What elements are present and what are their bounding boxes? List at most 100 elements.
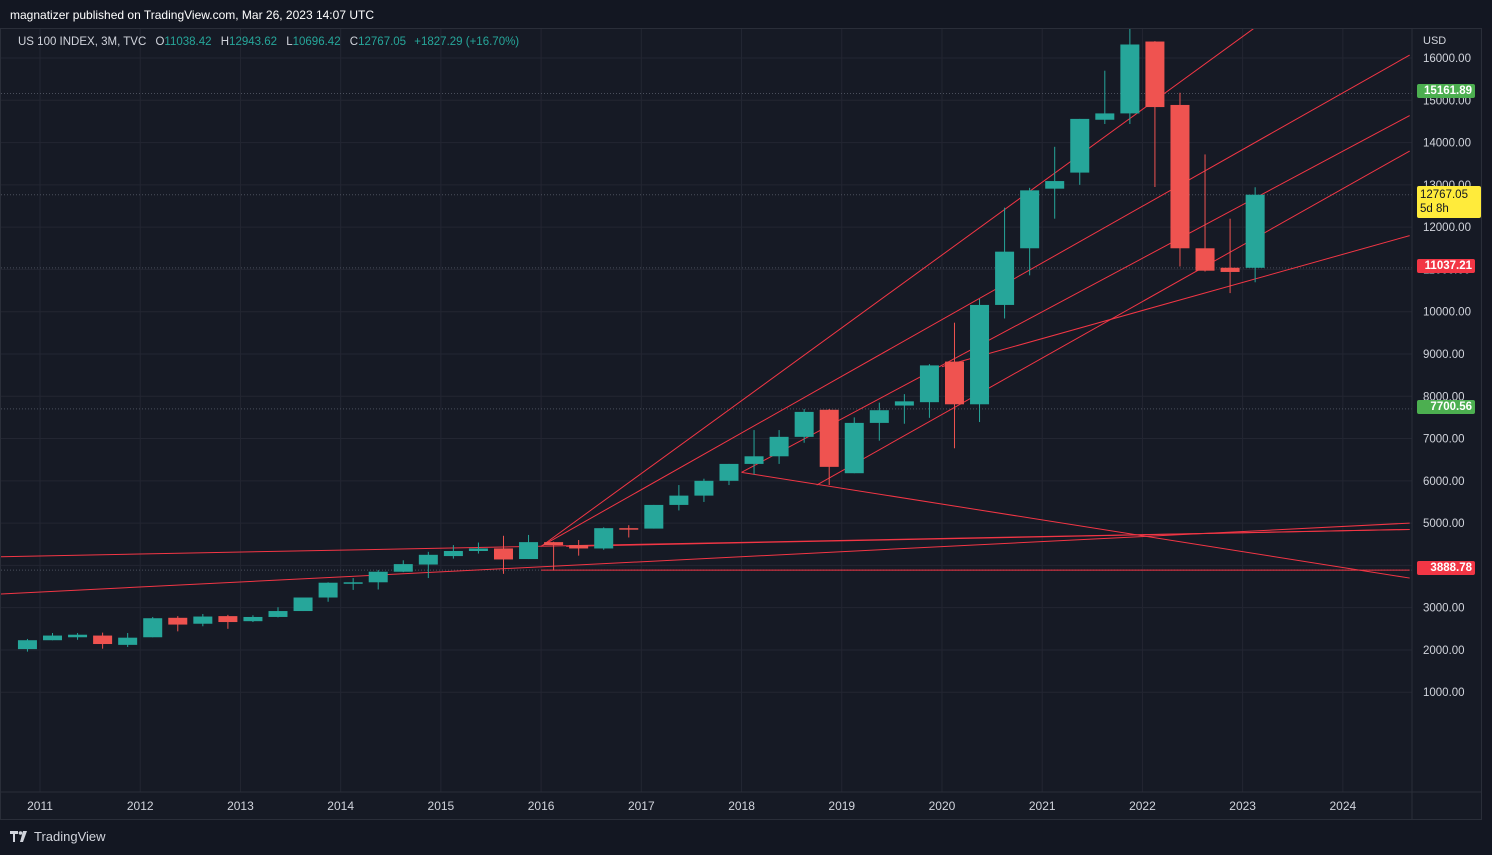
chart-canvas[interactable]: 17000.0016000.0015000.0014000.0013000.00… — [1, 29, 1481, 819]
tradingview-logo-icon — [10, 830, 27, 842]
x-tick-label: 2017 — [628, 799, 655, 813]
y-tick-label: 12000.00 — [1423, 222, 1471, 234]
candle-body — [1095, 113, 1115, 120]
trendline — [941, 235, 1410, 368]
candle-body — [769, 436, 789, 457]
currency-label[interactable]: USD — [1423, 35, 1447, 47]
trendlines — [1, 29, 1410, 595]
candle — [1045, 146, 1065, 219]
candle — [168, 616, 188, 632]
price-badge: 11037.21 — [1417, 258, 1475, 273]
candle-body — [318, 582, 338, 598]
brand-name: TradingView — [34, 829, 106, 844]
footer-bar — [0, 820, 1492, 855]
trendline — [566, 528, 1410, 547]
x-tick-label: 2012 — [127, 799, 154, 813]
candle-body — [819, 409, 839, 467]
candle — [368, 570, 388, 590]
candle-body — [744, 456, 764, 464]
candle-body — [43, 635, 62, 641]
close-label: C — [349, 36, 359, 48]
candle — [844, 417, 864, 474]
publisher-bar: magnatizer published on TradingView.com,… — [0, 0, 1492, 28]
candle-body — [1020, 190, 1040, 249]
candle — [1145, 41, 1165, 187]
y-tick-label: 14000.00 — [1423, 138, 1471, 150]
candle — [919, 364, 939, 418]
candle — [493, 535, 513, 574]
open-value: 11038.42 — [164, 36, 212, 48]
candle — [468, 542, 488, 554]
tradingview-logo[interactable]: TradingView — [10, 829, 106, 844]
y-tick-label: 15000.00 — [1423, 95, 1471, 107]
candle-body — [93, 635, 113, 645]
low-label: L — [286, 36, 293, 48]
candle-body — [995, 251, 1015, 305]
x-tick-label: 2013 — [227, 799, 254, 813]
y-tick-label: 6000.00 — [1423, 476, 1465, 488]
candle-body — [17, 640, 37, 650]
y-tick-label: 3000.00 — [1423, 603, 1465, 615]
candle-body — [544, 542, 564, 546]
candle — [519, 534, 539, 560]
y-tick-label: 1000.00 — [1423, 687, 1465, 699]
candle — [1070, 118, 1090, 185]
candle — [869, 402, 889, 441]
candle-body — [193, 616, 213, 624]
candle-body — [343, 582, 363, 584]
candle — [644, 504, 664, 529]
symbol-name[interactable]: US 100 INDEX, 3M, TVC — [18, 36, 147, 48]
candle-body — [894, 401, 914, 406]
candle-body — [1195, 248, 1215, 271]
candle — [143, 616, 163, 638]
candle-body — [1045, 181, 1065, 189]
candles — [17, 29, 1265, 652]
price-axis: 17000.0016000.0015000.0014000.0013000.00… — [1411, 29, 1471, 819]
x-tick-label: 2024 — [1330, 799, 1357, 813]
candle-body — [944, 361, 964, 405]
candle-body — [644, 504, 664, 529]
candle-body — [694, 480, 714, 496]
candle-body — [970, 304, 990, 405]
candle — [1095, 70, 1115, 124]
candle — [1120, 29, 1140, 124]
candle — [68, 633, 88, 640]
candle — [118, 633, 138, 647]
candle — [669, 485, 689, 511]
x-tick-label: 2015 — [428, 799, 455, 813]
chart-frame[interactable]: 17000.0016000.0015000.0014000.0013000.00… — [0, 28, 1482, 820]
trendline — [540, 29, 1254, 547]
low-value: 10696.42 — [292, 36, 341, 48]
candle — [1220, 218, 1240, 294]
price-badge: 15161.89 — [1417, 84, 1475, 99]
candle-body — [418, 554, 438, 565]
candle-body — [118, 637, 138, 645]
candle-body — [1145, 41, 1165, 108]
high-label: H — [220, 36, 230, 48]
candle — [1245, 187, 1265, 283]
candle — [268, 607, 288, 618]
candle — [1195, 154, 1215, 272]
high-value: 12943.62 — [229, 36, 278, 48]
candle — [393, 560, 413, 573]
candle — [894, 394, 914, 424]
candle-body — [393, 564, 413, 572]
candle-body — [1170, 104, 1190, 249]
candle — [769, 430, 789, 464]
trendline — [741, 471, 1410, 579]
publisher-text: magnatizer published on TradingView.com,… — [10, 8, 374, 22]
y-tick-label: 16000.00 — [1423, 53, 1471, 65]
price-badge: 7700.56 — [1417, 399, 1475, 414]
x-tick-label: 2021 — [1029, 799, 1056, 813]
price-level-lines — [1, 92, 1412, 571]
candle-body — [168, 617, 188, 625]
x-tick-label: 2018 — [728, 799, 755, 813]
change-value: +1827.29 (+16.70%) — [414, 36, 520, 48]
candle-body — [368, 571, 388, 583]
candle — [243, 615, 263, 623]
candle — [1170, 92, 1190, 267]
candle — [343, 578, 363, 590]
time-axis: 2011 2012 2013 2014 2015 2016 2017 2018 2019 2020… — [1, 791, 1481, 813]
x-tick-label: 2019 — [828, 799, 855, 813]
symbol-legend[interactable]: US 100 INDEX, 3M, TVC O11038.42 H12943.6… — [18, 36, 519, 48]
